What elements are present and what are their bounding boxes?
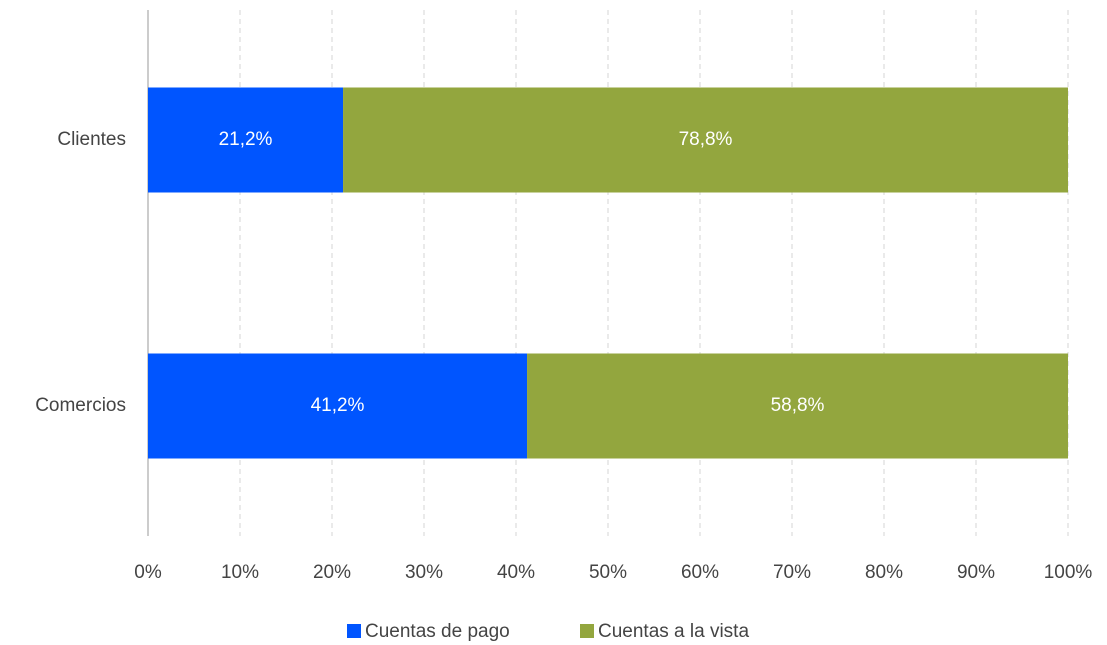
y-tick-label: Comercios [35,395,126,416]
x-tick-label: 60% [681,562,719,583]
legend-label: Cuentas de pago [365,621,510,642]
x-tick-label: 80% [865,562,903,583]
x-tick-label: 20% [313,562,351,583]
bar-segment [343,87,1068,193]
value-label: 78,8% [679,129,733,150]
x-tick-label: 30% [405,562,443,583]
bar-segment [148,353,528,459]
legend-swatch [580,624,594,638]
value-label: 58,8% [771,395,825,416]
y-tick-label: Clientes [57,129,126,150]
legend-label: Cuentas a la vista [598,621,749,642]
x-tick-label: 90% [957,562,995,583]
value-label: 41,2% [311,395,365,416]
x-tick-label: 100% [1044,562,1093,583]
bar-segment [527,353,1068,459]
bar-segment [148,87,344,193]
x-tick-label: 50% [589,562,627,583]
x-tick-label: 0% [134,562,162,583]
x-tick-label: 40% [497,562,535,583]
legend-swatch [347,624,361,638]
x-tick-label: 10% [221,562,259,583]
value-label: 21,2% [219,129,273,150]
x-tick-label: 70% [773,562,811,583]
